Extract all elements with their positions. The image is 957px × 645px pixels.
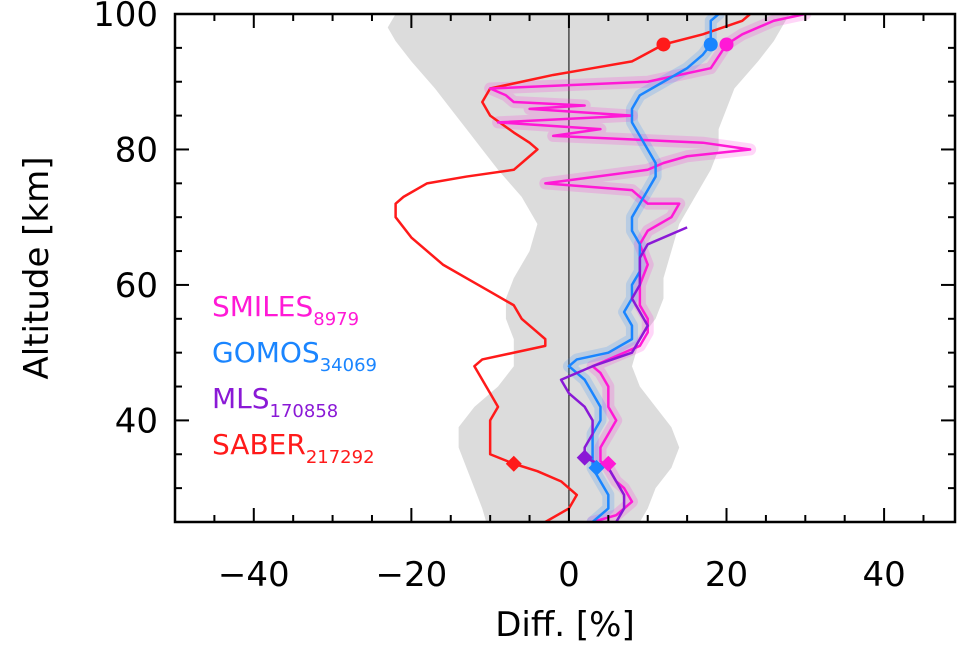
x-tick-label: −40: [218, 555, 290, 595]
x-tick-label: 40: [862, 555, 905, 595]
y-tick-label: 80: [115, 130, 158, 170]
y-tick-label: 40: [115, 401, 158, 441]
series-line-smiles: [488, 14, 806, 522]
legend-name: GOMOS: [212, 336, 320, 369]
marker-diamond-mls: [576, 449, 593, 466]
y-tick-label: 60: [115, 266, 158, 306]
legend-count: 8979: [313, 309, 359, 330]
legend-name: SABER: [212, 428, 306, 461]
legend-entry-gomos: GOMOS34069: [212, 336, 377, 376]
marker-circle-smiles: [719, 37, 734, 52]
x-axis-title: Diff. [%]: [495, 605, 635, 645]
marker-diamond-gomos: [588, 459, 605, 476]
y-axis-title: Altitude [km]: [17, 156, 57, 379]
marker-diamond-saber: [505, 455, 522, 472]
legend-count: 170858: [270, 401, 339, 422]
legend-entry-saber: SABER217292: [212, 428, 375, 468]
legend-entry-smiles: SMILES8979: [212, 290, 359, 330]
legend-count: 34069: [320, 355, 377, 376]
series-line-saber: [394, 14, 751, 522]
x-tick-label: 0: [558, 555, 580, 595]
x-tick-label: −20: [375, 555, 447, 595]
legend-name: SMILES: [212, 290, 313, 323]
marker-circle-saber: [656, 37, 671, 52]
marker-circle-gomos: [703, 37, 718, 52]
legend-count: 217292: [306, 447, 375, 468]
plot-frame: [173, 12, 957, 524]
x-tick-label: 20: [705, 555, 748, 595]
y-tick-label: 100: [93, 0, 158, 35]
legend-name: MLS: [212, 382, 270, 415]
legend-entry-mls: MLS170858: [212, 382, 338, 422]
